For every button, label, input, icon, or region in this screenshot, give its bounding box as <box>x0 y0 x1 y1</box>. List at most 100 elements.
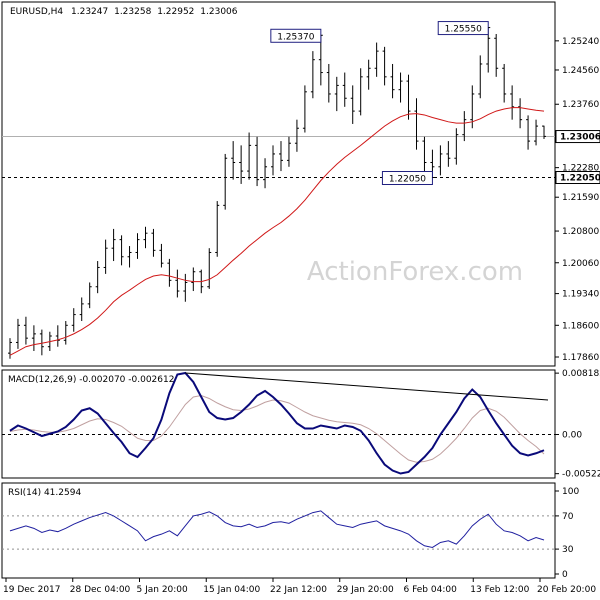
candle <box>175 269 180 298</box>
candle <box>239 145 244 184</box>
time-axis-label: 6 Feb 04:00 <box>404 585 458 595</box>
candle <box>526 115 531 150</box>
candle <box>382 46 387 86</box>
candle <box>119 235 124 266</box>
time-axis-label: 20 Feb 20:00 <box>537 585 596 595</box>
candle <box>286 136 291 167</box>
candle <box>191 267 196 292</box>
low-value: 1.22952 <box>157 7 194 17</box>
high-value: 1.23258 <box>114 7 151 17</box>
rsi-layer <box>2 510 555 550</box>
axis-layer: 1.25240 1.24560 1.23760 1.22280 1.21590 1.208… <box>3 37 600 595</box>
price-axis-label: 1.24560 <box>562 66 599 76</box>
rsi-label: RSI(14) 41.2594 <box>8 488 81 498</box>
price-axis-label: 1.17860 <box>562 353 599 363</box>
support-level-badge-box <box>555 171 600 185</box>
rsi-panel-frame <box>1 482 556 579</box>
candle <box>326 63 331 103</box>
candle <box>263 158 268 189</box>
candle <box>406 74 411 120</box>
price-axis-label: 1.20060 <box>562 259 599 269</box>
candle <box>167 258 172 287</box>
candle <box>294 119 299 152</box>
candle <box>15 318 20 349</box>
candle <box>255 136 260 187</box>
candle <box>390 63 395 99</box>
candle <box>271 145 276 176</box>
candle <box>302 85 307 133</box>
candle <box>87 282 92 309</box>
candle <box>103 239 108 274</box>
rsi-axis-label: 70 <box>562 512 574 522</box>
price-axis-label: 1.22280 <box>562 164 599 174</box>
candle <box>23 316 28 345</box>
macd-layer <box>2 371 555 475</box>
candle <box>183 273 188 302</box>
moving-average-line <box>9 107 545 356</box>
symbol-label: EURUSD,H4 <box>10 7 63 17</box>
macd-trendline <box>185 372 549 401</box>
time-axis-label: 28 Dec 04:00 <box>70 585 131 595</box>
price-axis-label: 1.21590 <box>562 193 599 203</box>
candle <box>223 153 228 210</box>
price-axis-label: 1.25240 <box>562 37 599 47</box>
candle <box>127 246 132 268</box>
candle <box>39 329 44 356</box>
candle <box>534 119 539 146</box>
candle <box>31 325 36 352</box>
candle <box>542 125 547 139</box>
macd-label: MACD(12,26,9) -0.002070 -0.002612 <box>8 375 174 385</box>
price-axis-label: 1.20800 <box>562 227 599 237</box>
time-axis-label: 5 Jan 20:00 <box>137 585 189 595</box>
candle <box>398 72 403 103</box>
close-value: 1.23006 <box>200 7 237 17</box>
support-level-badge: 1.22050 <box>560 174 600 184</box>
time-axis-label: 19 Dec 2017 <box>3 585 61 595</box>
candle <box>71 308 76 332</box>
candle <box>143 226 148 249</box>
macd-axis-label: 0.00 <box>562 431 582 441</box>
candle <box>342 72 347 107</box>
candle <box>478 55 483 99</box>
candle <box>422 136 427 172</box>
candle <box>111 228 116 262</box>
rsi-axis-label: 0 <box>562 570 568 580</box>
candle <box>95 261 100 294</box>
candle <box>438 145 443 176</box>
candle <box>79 297 84 322</box>
candle <box>63 321 68 345</box>
macd-axis-label: -0.005223 <box>562 470 600 480</box>
candle <box>366 59 371 90</box>
candle <box>135 233 140 259</box>
candle <box>374 42 379 77</box>
price-callout-label: 1.22050 <box>389 175 426 185</box>
candle <box>310 51 315 99</box>
time-axis-label: 15 Jan 04:00 <box>203 585 260 595</box>
price-axis-label: 1.18600 <box>562 321 599 331</box>
candle <box>494 33 499 77</box>
candle <box>446 141 451 167</box>
rsi-axis-label: 100 <box>562 487 579 497</box>
candle <box>470 85 475 129</box>
open-value: 1.23247 <box>71 7 108 17</box>
candle <box>247 132 252 180</box>
time-axis-label: 29 Jan 20:00 <box>337 585 394 595</box>
candle <box>350 85 355 124</box>
candle <box>462 111 467 142</box>
candle <box>278 141 283 172</box>
price-axis-label: 1.19340 <box>562 290 599 300</box>
last-price-badge: 1.23006 <box>560 133 600 143</box>
candle <box>502 63 507 103</box>
watermark: ActionForex.com <box>307 257 523 287</box>
macd-axis-label: 0.008182 <box>562 369 600 379</box>
time-axis-label: 22 Jan 12:00 <box>270 585 327 595</box>
candle <box>207 248 212 289</box>
price-layer: 1.25370 1.25550 1.22050 <box>2 21 555 359</box>
macd-panel-frame <box>1 369 556 479</box>
rsi-line <box>9 510 545 548</box>
price-callout-label: 1.25370 <box>277 32 314 42</box>
price-header: EURUSD,H4 1.23247 1.23258 1.22952 1.2300… <box>10 7 238 17</box>
candle <box>215 201 220 257</box>
